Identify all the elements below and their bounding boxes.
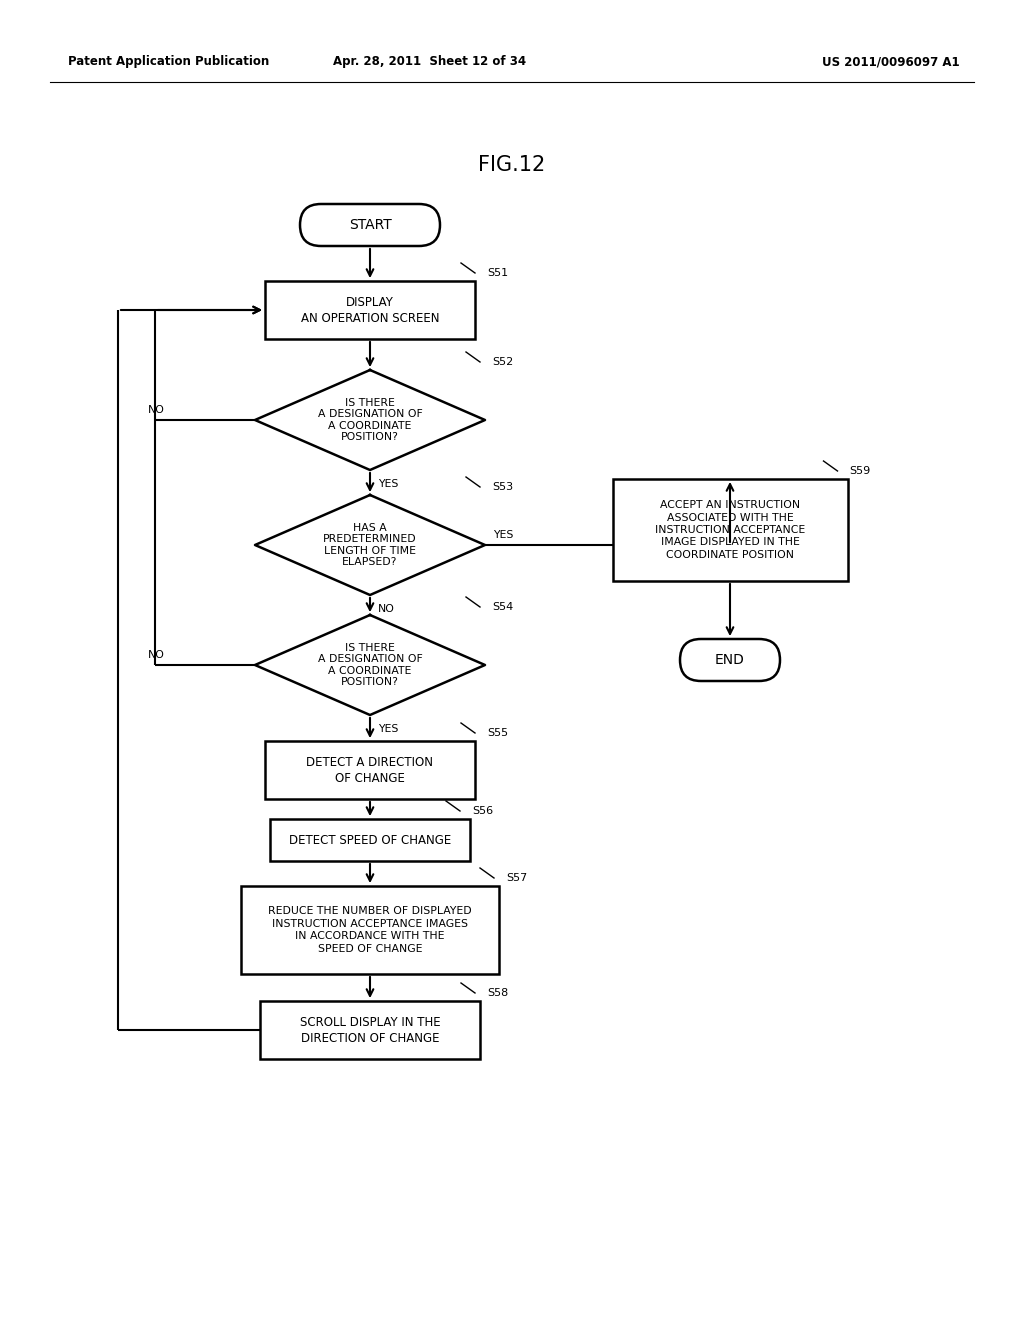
Text: US 2011/0096097 A1: US 2011/0096097 A1	[822, 55, 961, 69]
Polygon shape	[255, 495, 485, 595]
Text: YES: YES	[378, 723, 398, 734]
FancyBboxPatch shape	[680, 639, 780, 681]
Text: DETECT A DIRECTION
OF CHANGE: DETECT A DIRECTION OF CHANGE	[306, 755, 433, 784]
Text: S53: S53	[492, 482, 513, 492]
Text: S52: S52	[492, 356, 513, 367]
FancyBboxPatch shape	[265, 281, 475, 339]
FancyBboxPatch shape	[241, 886, 499, 974]
Text: NO: NO	[378, 605, 395, 614]
Text: IS THERE
A DESIGNATION OF
A COORDINATE
POSITION?: IS THERE A DESIGNATION OF A COORDINATE P…	[317, 643, 422, 688]
Text: FIG.12: FIG.12	[478, 154, 546, 176]
Text: S55: S55	[487, 729, 508, 738]
Text: Patent Application Publication: Patent Application Publication	[68, 55, 269, 69]
Polygon shape	[255, 370, 485, 470]
FancyBboxPatch shape	[270, 818, 470, 861]
Text: S56: S56	[472, 807, 494, 816]
Text: S57: S57	[506, 873, 527, 883]
Text: S58: S58	[487, 987, 508, 998]
Text: S54: S54	[492, 602, 513, 612]
Text: SCROLL DISPLAY IN THE
DIRECTION OF CHANGE: SCROLL DISPLAY IN THE DIRECTION OF CHANG…	[300, 1015, 440, 1044]
Text: HAS A
PREDETERMINED
LENGTH OF TIME
ELAPSED?: HAS A PREDETERMINED LENGTH OF TIME ELAPS…	[324, 523, 417, 568]
Text: IS THERE
A DESIGNATION OF
A COORDINATE
POSITION?: IS THERE A DESIGNATION OF A COORDINATE P…	[317, 397, 422, 442]
Text: YES: YES	[493, 531, 513, 540]
Text: NO: NO	[148, 405, 165, 414]
FancyBboxPatch shape	[612, 479, 848, 581]
Text: YES: YES	[378, 479, 398, 488]
Text: END: END	[715, 653, 744, 667]
Text: DETECT SPEED OF CHANGE: DETECT SPEED OF CHANGE	[289, 833, 452, 846]
Text: S59: S59	[850, 466, 870, 477]
Text: REDUCE THE NUMBER OF DISPLAYED
INSTRUCTION ACCEPTANCE IMAGES
IN ACCORDANCE WITH : REDUCE THE NUMBER OF DISPLAYED INSTRUCTI…	[268, 907, 472, 953]
Text: Apr. 28, 2011  Sheet 12 of 34: Apr. 28, 2011 Sheet 12 of 34	[334, 55, 526, 69]
Text: ACCEPT AN INSTRUCTION
ASSOCIATED WITH THE
INSTRUCTION ACCEPTANCE
IMAGE DISPLAYED: ACCEPT AN INSTRUCTION ASSOCIATED WITH TH…	[655, 500, 805, 560]
FancyBboxPatch shape	[265, 741, 475, 799]
Text: DISPLAY
AN OPERATION SCREEN: DISPLAY AN OPERATION SCREEN	[301, 296, 439, 325]
Text: START: START	[348, 218, 391, 232]
Polygon shape	[255, 615, 485, 715]
FancyBboxPatch shape	[260, 1001, 480, 1059]
Text: NO: NO	[148, 649, 165, 660]
Text: S51: S51	[487, 268, 508, 279]
FancyBboxPatch shape	[300, 205, 440, 246]
